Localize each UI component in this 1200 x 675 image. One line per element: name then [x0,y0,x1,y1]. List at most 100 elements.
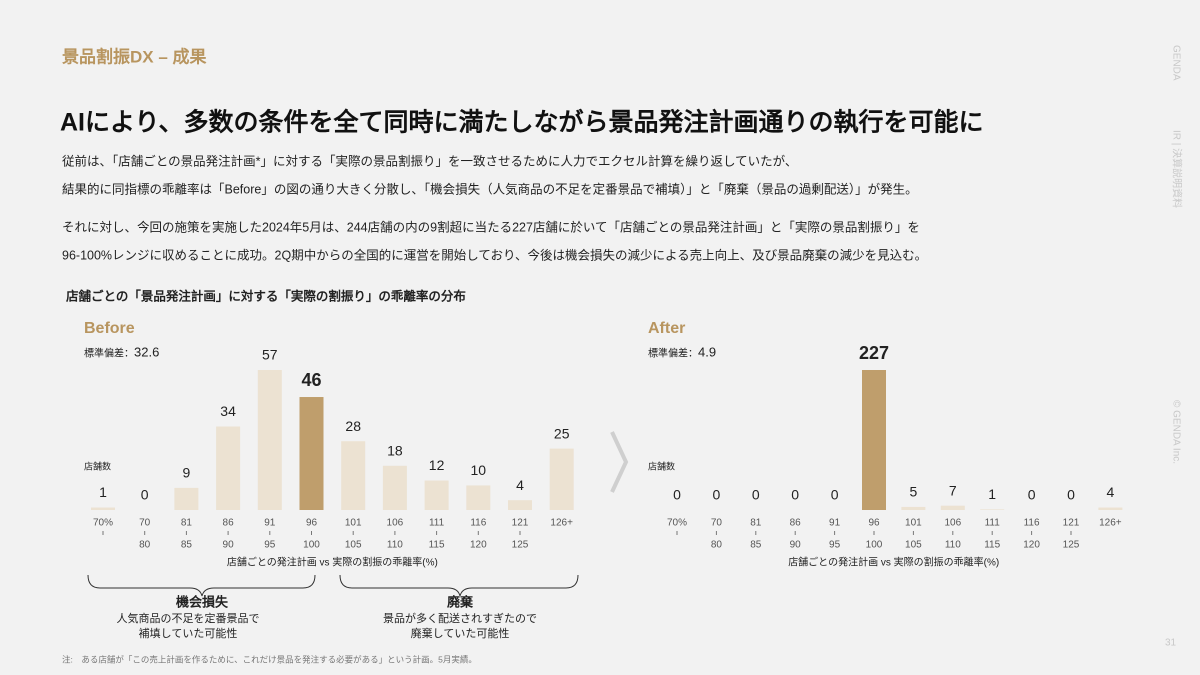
section-title: 店舗ごとの「景品発注計画」に対する「実際の割振り」の乖離率の分布 [66,288,466,303]
annotation-title: 廃棄 [446,594,474,609]
annotation-title: 機会損失 [176,594,229,609]
x-tick-label-end: 115 [429,540,445,551]
bar [299,397,324,510]
std-value: 4.9 [698,344,716,359]
page-number: 31 [1165,638,1177,649]
bar [216,426,241,510]
x-tick-label-end: 85 [181,540,193,551]
x-tick-label: 126+ [550,518,573,529]
x-tick-label-end: 95 [829,540,841,551]
bar [508,500,532,510]
bar [1098,507,1123,510]
x-tick-label-end: 100 [303,540,320,551]
value-label: 0 [1028,487,1036,503]
value-label: 0 [791,487,799,503]
x-tick-label: 70 [711,518,723,529]
value-label: 12 [429,457,445,473]
y-axis-label: 店舗数 [84,460,111,471]
value-label: 227 [859,343,889,363]
x-tick-label-end: 100 [866,540,883,551]
x-tick-label-end: 120 [470,540,487,551]
x-tick-label-end: 125 [1063,540,1080,551]
header: 景品割振DX – 成果 [62,46,207,66]
x-tick-label-end: 105 [345,540,362,551]
value-label: 5 [910,484,918,500]
x-tick-label: 116 [1024,518,1040,529]
x-tick-label-end: 90 [790,540,802,551]
value-label: 7 [949,482,957,498]
annotation-text: 景品が多く配送されすぎたので [383,611,537,625]
std-value: 32.6 [134,344,159,359]
x-tick-label: 91 [829,518,841,529]
side-label: IR | 決算説明資料 [1170,130,1183,208]
x-tick-label: 86 [790,518,802,529]
x-tick-label-end: 90 [223,540,235,551]
x-tick-label-end: 115 [984,540,1000,551]
value-label: 46 [301,370,321,390]
x-tick-label-end: 125 [512,540,529,551]
x-tick-label: 96 [306,518,318,529]
bar [980,509,1005,510]
value-label: 0 [141,487,149,503]
body-line: 96-100%レンジに収めることに成功。2Q期中からの全国的に運営を開始しており… [62,247,927,262]
x-tick-label: 101 [345,518,362,529]
x-tick-label-end: 110 [387,540,403,551]
value-label: 25 [554,425,570,441]
body-line: それに対し、今回の施策を実施した2024年5月は、244店舗の内の9割超に当たる… [62,219,920,234]
x-tick-label: 106 [387,518,404,529]
x-tick-label: 106 [944,518,961,529]
chart-title: Before [84,320,135,337]
std-label: 標準偏差： [84,347,134,360]
annotation-text: 補填していた可能性 [139,626,238,640]
x-axis-label: 店舗ごとの発注計画 vs 実際の割振の乖離率(%) [227,556,438,569]
side-label: GENDA [1170,45,1181,81]
bar [901,506,926,510]
x-tick-label: 96 [868,518,880,529]
value-label: 34 [220,403,236,419]
x-tick-label: 111 [429,518,445,529]
value-label: 57 [262,347,278,363]
bar [91,507,115,510]
value-label: 0 [673,487,681,503]
x-tick-label-end: 85 [750,540,762,551]
x-axis-label: 店舗ごとの発注計画 vs 実際の割振の乖離率(%) [788,556,999,569]
x-tick-label: 101 [905,518,922,529]
chart-title: After [648,320,685,337]
x-tick-label: 70% [93,518,113,529]
bar [549,448,574,510]
bar [341,441,366,510]
x-tick-label-end: 105 [905,540,922,551]
bar [466,485,491,510]
x-tick-label: 111 [985,518,1001,529]
x-tick-label: 86 [223,518,235,529]
value-label: 9 [183,465,191,481]
value-label: 28 [345,418,361,434]
body-line: 結果的に同指標の乖離率は「Before」の図の通り大きく分散し、「機会損失（人気… [62,181,918,196]
x-tick-label-end: 120 [1023,540,1040,551]
value-label: 4 [1107,484,1115,500]
value-label: 0 [1067,487,1075,503]
x-tick-label-end: 80 [711,540,723,551]
x-tick-label-end: 80 [139,540,151,551]
x-tick-label: 70% [667,518,687,529]
x-tick-label: 81 [181,518,193,529]
value-label: 4 [516,477,524,493]
bar [424,480,449,510]
bar [862,370,886,510]
x-tick-label: 121 [512,518,529,529]
std-label: 標準偏差： [648,347,698,360]
bar [174,487,199,510]
x-tick-label: 91 [264,518,276,529]
x-tick-label: 81 [750,518,762,529]
annotation-text: 廃棄していた可能性 [411,626,510,640]
annotation-text: 人気商品の不足を定番景品で [117,611,260,625]
footnote: 注: ある店舗が「この売上計画を作るために、これだけ景品を発注する必要がある」と… [62,654,477,664]
brace [87,574,316,597]
bar [257,370,282,510]
value-label: 0 [752,487,760,503]
x-tick-label-end: 110 [945,540,961,551]
value-label: 0 [713,487,721,503]
